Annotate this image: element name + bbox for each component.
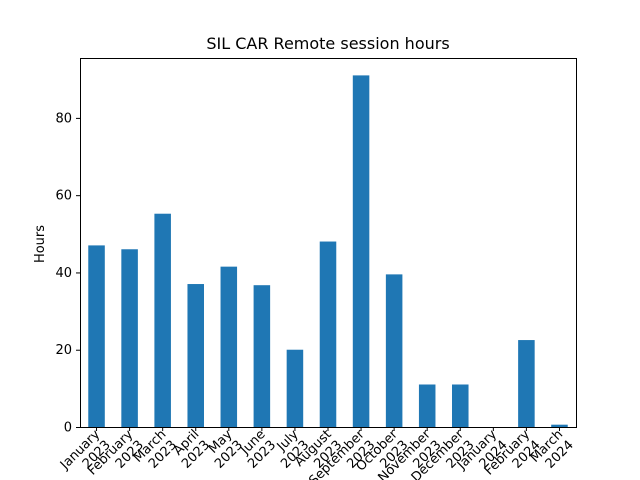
bar-1	[121, 249, 138, 427]
bar-13	[518, 340, 535, 427]
y-tick-label: 40	[55, 266, 72, 281]
bar-5	[253, 285, 271, 427]
bar-0	[88, 245, 105, 427]
y-tick-label: 80	[55, 111, 72, 126]
y-tick-label: 20	[55, 343, 72, 358]
y-tick-label: 60	[55, 189, 72, 204]
plot-frame	[80, 58, 577, 428]
chart-title: SIL CAR Remote session hours	[206, 34, 449, 53]
bar-10	[418, 384, 436, 427]
bar-14	[551, 424, 568, 427]
y-tick-label: 0	[64, 421, 72, 436]
bar-4	[220, 266, 238, 427]
bar-11	[452, 384, 469, 427]
bar-6	[286, 349, 304, 427]
x-ticks-group: January2023February2023March2023April202…	[57, 427, 577, 480]
bar-8	[352, 75, 370, 427]
bar-9	[385, 274, 403, 427]
bar-7	[319, 241, 337, 427]
bars-group	[88, 75, 568, 427]
y-axis-label: Hours	[33, 225, 48, 263]
bar-3	[187, 284, 204, 427]
y-ticks-group: 0 20 40 60 80	[55, 111, 80, 436]
bar-2	[154, 213, 171, 427]
